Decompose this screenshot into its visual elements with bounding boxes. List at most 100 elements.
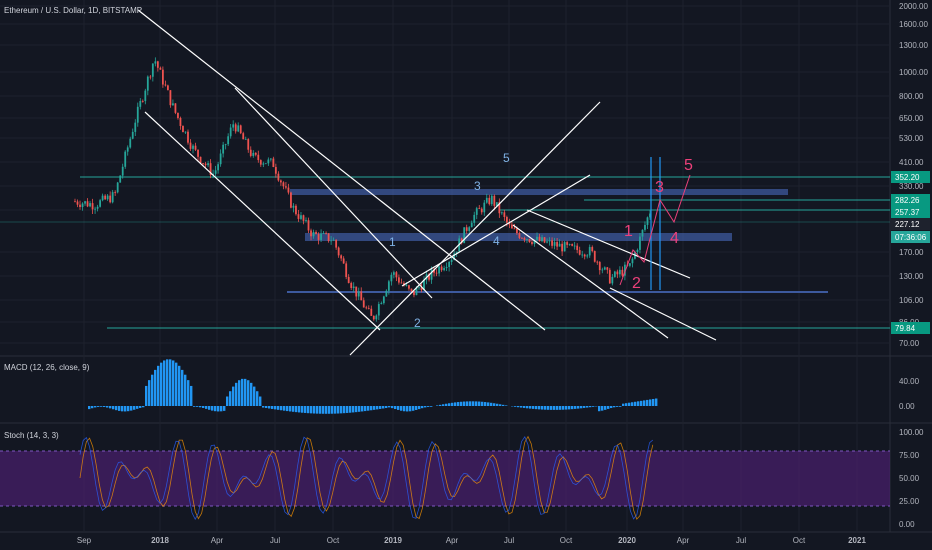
macd-bar <box>112 406 115 410</box>
candle-body <box>141 101 144 102</box>
macd-bar <box>628 402 631 406</box>
time-axis[interactable]: Sep 2018 Apr Jul Oct 2019 Apr Jul Oct 2020 Apr Jul O… <box>77 536 867 545</box>
macd-bar <box>298 406 301 413</box>
candle-body <box>227 136 230 145</box>
candle-body <box>629 263 631 266</box>
macd-bar <box>361 406 364 412</box>
candle-body <box>222 144 225 154</box>
candle-body <box>531 242 533 244</box>
macd-bar <box>178 365 181 406</box>
candle-body <box>287 187 290 193</box>
macd-bar <box>247 380 250 406</box>
macd-bar <box>133 406 136 410</box>
candle-body <box>184 131 187 133</box>
macd-bar <box>547 406 550 410</box>
macd-bar <box>313 406 316 414</box>
macd-bar <box>241 378 244 406</box>
macd-bar <box>493 403 496 406</box>
candle-body <box>84 201 86 204</box>
projection-label-3: 3 <box>655 179 664 196</box>
macd-bar <box>349 406 352 413</box>
macd-bar <box>625 403 628 406</box>
macd-bar <box>169 359 172 406</box>
trendline-inner-descending[interactable] <box>234 87 433 299</box>
macd-title[interactable]: MACD (12, 26, close, 9) <box>4 363 90 372</box>
candle-body <box>413 291 415 296</box>
symbol-title[interactable]: Ethereum / U.S. Dollar, 1D, BITSTAMP <box>4 6 142 15</box>
macd-bar <box>517 406 520 408</box>
macd-bar <box>442 404 445 406</box>
macd-bar <box>109 406 112 409</box>
candle-body <box>330 240 333 242</box>
candle-body <box>315 232 317 235</box>
macd-bar <box>346 406 349 413</box>
candle-body <box>131 131 134 139</box>
macd-bar <box>301 406 304 413</box>
macd-bar <box>370 406 373 411</box>
wave-label-3: 3 <box>474 179 481 193</box>
candle-body <box>161 69 164 85</box>
candle-body <box>277 173 280 181</box>
candle-body <box>267 159 270 164</box>
candle-body <box>400 282 403 284</box>
stoch-lines <box>79 435 654 521</box>
macd-bar <box>172 360 175 406</box>
trendline-lower-descending[interactable] <box>144 111 381 331</box>
macd-bar <box>646 399 649 406</box>
time-tick-label: Jul <box>270 536 280 545</box>
candle-body <box>86 201 89 207</box>
candle-body <box>149 76 152 78</box>
candle-body <box>418 287 420 289</box>
candle-body <box>159 67 162 70</box>
candle-body <box>395 272 398 278</box>
macd-bar <box>265 406 268 409</box>
trendline-upper-descending[interactable] <box>137 9 546 331</box>
trendline-wedge-outer[interactable] <box>609 287 717 341</box>
macd-bar <box>553 406 556 410</box>
trendlines[interactable] <box>137 9 717 356</box>
candle-body <box>262 163 265 165</box>
macd-bar <box>592 406 595 407</box>
stoch-tick-label: 75.00 <box>899 451 920 460</box>
macd-bar <box>460 401 463 406</box>
elliott-projection-path[interactable] <box>619 174 691 286</box>
projection-label-5: 5 <box>684 157 693 174</box>
candle-body <box>558 243 561 247</box>
candle-body <box>282 182 285 187</box>
macd-histogram <box>88 359 658 414</box>
candle-body <box>244 139 247 140</box>
macd-bar <box>616 406 619 407</box>
macd-bar <box>163 360 166 406</box>
candle-body <box>533 239 536 244</box>
candle-body <box>578 250 581 255</box>
projection-label-2: 2 <box>632 275 641 292</box>
macd-bar <box>166 359 169 406</box>
candle-body <box>546 241 548 243</box>
candle-body <box>591 247 594 252</box>
stoch-title[interactable]: Stoch (14, 3, 3) <box>4 431 59 440</box>
candle-body <box>505 216 508 223</box>
candle-body <box>327 233 330 242</box>
macd-bar <box>610 406 613 409</box>
macd-bar <box>544 406 547 410</box>
macd-bar <box>151 374 154 406</box>
resistance-zone[interactable] <box>290 189 788 195</box>
candle-body <box>134 122 137 132</box>
trendline-wedge-lower[interactable] <box>512 224 669 339</box>
support-zone[interactable] <box>305 233 732 241</box>
candle-body <box>325 233 327 234</box>
candle-body <box>508 222 511 225</box>
candle-body <box>538 236 541 242</box>
macd-bar <box>406 406 409 412</box>
trendline-ascending-inner[interactable] <box>401 174 591 287</box>
time-tick-label: Jul <box>504 536 514 545</box>
macd-bar <box>157 365 160 406</box>
candle-body <box>136 106 139 123</box>
wave-label-4: 4 <box>493 234 500 248</box>
trendline-ascending-outer[interactable] <box>349 101 601 356</box>
candle-body <box>553 242 556 246</box>
macd-bar <box>331 406 334 414</box>
trendline-wedge-upper[interactable] <box>526 209 691 279</box>
wave-labels-blue: 1 2 3 4 5 <box>389 151 510 330</box>
